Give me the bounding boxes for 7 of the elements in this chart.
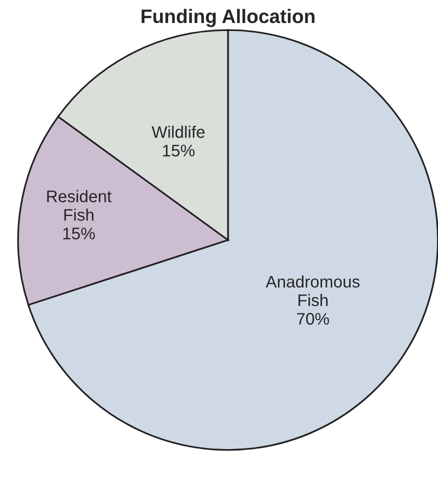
- data-label: 15%: [63, 228, 95, 240]
- slice-label: Resident Fish: [47, 190, 112, 221]
- slice-label: Wildlife: [152, 126, 205, 138]
- data-label: 15%: [163, 144, 195, 156]
- chart-title: Funding Allocation: [142, 8, 314, 28]
- data-label: 70%: [297, 312, 329, 325]
- slice-label: Anadromous Fish: [266, 275, 360, 306]
